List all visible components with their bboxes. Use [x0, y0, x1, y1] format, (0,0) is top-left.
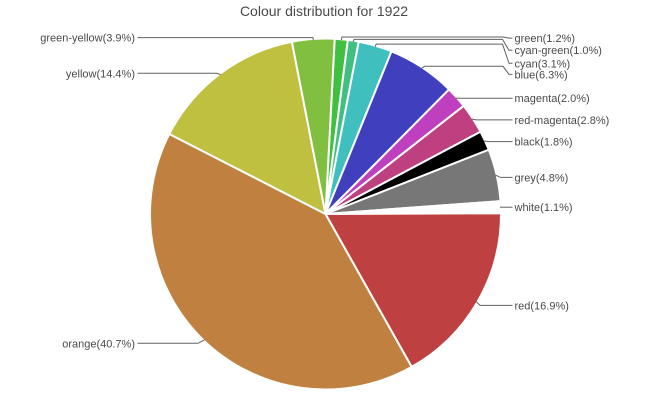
svg-text:black(1.8%): black(1.8%)	[515, 137, 573, 149]
svg-text:blue(6.3%): blue(6.3%)	[515, 69, 568, 81]
svg-text:white(1.1%): white(1.1%)	[514, 202, 573, 214]
svg-text:grey(4.8%): grey(4.8%)	[515, 172, 569, 184]
svg-text:red-magenta(2.8%): red-magenta(2.8%)	[515, 115, 610, 127]
svg-text:green(1.2%): green(1.2%)	[515, 33, 576, 45]
svg-text:red(16.9%): red(16.9%)	[515, 300, 569, 312]
svg-text:magenta(2.0%): magenta(2.0%)	[515, 93, 590, 105]
svg-text:green-yellow(3.9%): green-yellow(3.9%)	[40, 33, 135, 45]
svg-text:yellow(14.4%): yellow(14.4%)	[66, 68, 135, 80]
svg-text:orange(40.7%): orange(40.7%)	[62, 338, 135, 350]
svg-text:Colour distribution for 1922: Colour distribution for 1922	[240, 3, 408, 19]
svg-text:cyan-green(1.0%): cyan-green(1.0%)	[515, 45, 602, 57]
svg-text:cyan(3.1%): cyan(3.1%)	[515, 58, 571, 70]
